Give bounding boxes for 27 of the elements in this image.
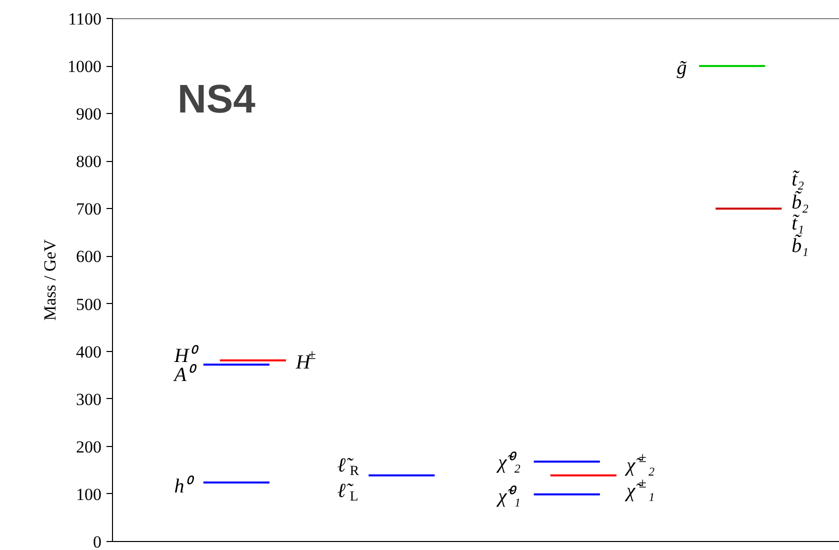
y-tick-label: 100 — [76, 484, 102, 504]
annotation: t̃₁ — [792, 212, 804, 235]
y-tick-label: 0 — [93, 532, 102, 550]
y-tick-label: 900 — [76, 104, 102, 124]
annotation: ℓ̃L — [337, 480, 358, 504]
y-axis-title: Mass / GeV — [40, 238, 60, 321]
annotation: NS4 — [178, 78, 256, 122]
annotation: b̃₂ — [792, 190, 809, 214]
y-tick-label: 700 — [76, 200, 102, 219]
annotation: χ̃⁰₂ — [496, 450, 521, 474]
y-tick-label: 500 — [76, 294, 102, 314]
annotation: h⁰ — [174, 474, 196, 498]
annotation: χ̃⁰₁ — [496, 484, 521, 508]
annotation: χ̃±₂ — [624, 451, 655, 477]
annotation: ℓ̃R — [337, 454, 360, 480]
y-tick-label: 300 — [76, 390, 102, 409]
annotation: g̃ — [676, 57, 687, 80]
y-tick-label: 1100 — [68, 10, 102, 28]
y-tick-label: 1000 — [68, 57, 102, 76]
y-tick-label: 200 — [76, 437, 102, 456]
annotation: H± — [294, 348, 316, 374]
annotation: b̃₁ — [792, 234, 809, 258]
annotation: χ̃±₁ — [624, 476, 655, 502]
y-tick-label: 800 — [76, 152, 102, 172]
y-tick-label: 400 — [76, 342, 102, 362]
annotation: t̃₂ — [792, 168, 804, 191]
y-tick-label: 600 — [76, 247, 102, 266]
